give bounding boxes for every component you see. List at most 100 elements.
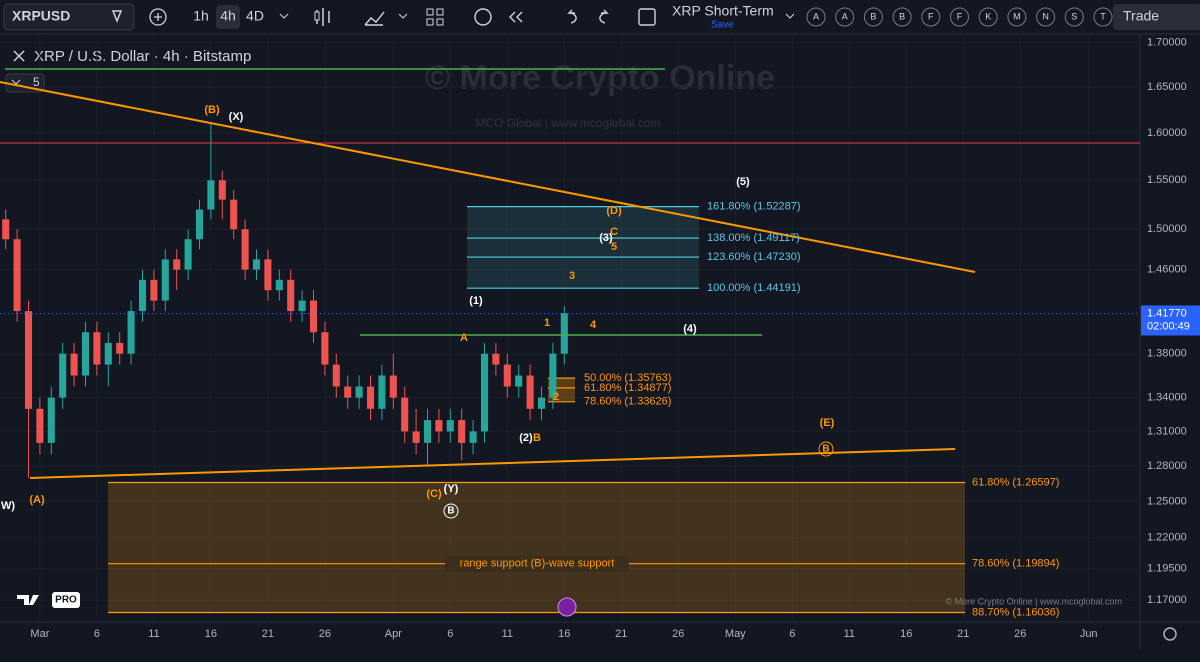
alert-letter[interactable]: F bbox=[957, 11, 963, 21]
candle-body bbox=[332, 364, 340, 387]
replay-button[interactable] bbox=[509, 11, 523, 23]
x-tick-label: 21 bbox=[262, 628, 274, 640]
candle-body bbox=[218, 180, 226, 200]
alert-chip[interactable] bbox=[835, 7, 855, 27]
candle-body bbox=[207, 180, 215, 210]
symbol-search[interactable] bbox=[3, 3, 135, 31]
interval[interactable]: 1h bbox=[193, 8, 209, 24]
trade-button[interactable]: Trade bbox=[1123, 8, 1159, 24]
y-tick-label: 1.34000 bbox=[1147, 392, 1187, 404]
alert-chip[interactable] bbox=[863, 7, 883, 27]
symbol-icon[interactable] bbox=[111, 10, 123, 24]
alert-letter[interactable]: B bbox=[899, 11, 905, 21]
y-tick-label: 1.55000 bbox=[1147, 174, 1187, 186]
alert-chip[interactable] bbox=[1093, 7, 1113, 27]
symbol[interactable]: XRPUSD bbox=[12, 8, 70, 24]
y-tick-label: 1.22000 bbox=[1147, 532, 1187, 544]
candle-body bbox=[184, 239, 192, 270]
interval[interactable]: 4D bbox=[246, 8, 264, 24]
layout-menu[interactable] bbox=[785, 13, 795, 19]
candle-body bbox=[366, 386, 375, 409]
candle-body bbox=[161, 259, 169, 301]
wave-label: 3 bbox=[569, 270, 575, 282]
candle-body bbox=[515, 375, 523, 387]
watermark-sub: MCO Global | www.mcoglobal.com bbox=[475, 116, 660, 130]
layout-toggle[interactable] bbox=[638, 8, 656, 26]
interval-menu[interactable] bbox=[279, 13, 289, 19]
chart-type-icon bbox=[314, 11, 320, 21]
wave-label: 1 bbox=[544, 317, 550, 329]
alert-chip[interactable] bbox=[1007, 7, 1027, 27]
alert-chip[interactable] bbox=[1064, 7, 1084, 27]
candle-body bbox=[47, 397, 55, 443]
alert-chip[interactable] bbox=[1036, 7, 1056, 27]
redo-button[interactable] bbox=[599, 9, 609, 24]
candle-body bbox=[287, 279, 295, 312]
candle-body bbox=[104, 342, 112, 365]
alert-chip[interactable] bbox=[892, 7, 912, 27]
wave-label: (D) bbox=[606, 205, 622, 217]
candle-body bbox=[195, 209, 204, 240]
layouts-button[interactable] bbox=[426, 8, 444, 26]
fib-label: 78.60% (1.19894) bbox=[972, 558, 1059, 570]
copyright: © More Crypto Online | www.mcoglobal.com bbox=[945, 596, 1122, 606]
alert-letter[interactable]: B bbox=[870, 11, 876, 21]
alert-chip[interactable] bbox=[921, 7, 941, 27]
indicator-badge[interactable]: 5 bbox=[33, 75, 40, 89]
x-tick-label: Jun bbox=[1080, 628, 1098, 640]
support-label-bg bbox=[445, 555, 629, 572]
y-tick-label: 1.38000 bbox=[1147, 348, 1187, 360]
trade-button-bg[interactable] bbox=[1113, 4, 1200, 30]
lower-trendline bbox=[29, 448, 956, 479]
indicators-button[interactable] bbox=[364, 11, 385, 26]
alert-letter[interactable]: M bbox=[1013, 11, 1021, 21]
alert-chip[interactable] bbox=[806, 7, 826, 27]
candle-body bbox=[298, 300, 306, 312]
interval[interactable]: 4h bbox=[220, 8, 236, 24]
wave-label: (1) bbox=[469, 295, 483, 307]
candle-body bbox=[24, 311, 33, 409]
alert-button[interactable] bbox=[474, 8, 492, 26]
x-tick-label: 26 bbox=[1014, 628, 1026, 640]
alert-chip[interactable] bbox=[950, 7, 969, 27]
alert-chip[interactable] bbox=[978, 7, 998, 27]
wave-label: A bbox=[460, 332, 468, 344]
y-tick-label: 1.70000 bbox=[1147, 36, 1187, 48]
compare-button[interactable] bbox=[149, 8, 167, 26]
candle-body bbox=[492, 353, 500, 365]
wave-label: (A) bbox=[29, 494, 45, 506]
alert-letter[interactable]: S bbox=[1071, 11, 1077, 21]
x-tick-label: 6 bbox=[789, 628, 795, 640]
x-tick-label: 11 bbox=[844, 628, 855, 640]
alert-letter[interactable]: N bbox=[1042, 11, 1049, 21]
alert-letter[interactable]: A bbox=[842, 11, 848, 21]
y-tick-label: 1.28000 bbox=[1147, 460, 1187, 472]
x-tick-label: 16 bbox=[205, 628, 217, 640]
wave-label: 5 bbox=[611, 241, 617, 253]
candle-body bbox=[138, 279, 147, 312]
alert-letter[interactable]: F bbox=[928, 11, 934, 21]
candle-body bbox=[355, 386, 363, 398]
legend-collapse[interactable] bbox=[13, 50, 25, 62]
event-marker[interactable] bbox=[557, 597, 577, 617]
alert-letter[interactable]: K bbox=[985, 11, 991, 21]
wave-label: B bbox=[822, 444, 829, 455]
alert-letter[interactable]: A bbox=[813, 11, 819, 21]
candle-body bbox=[36, 408, 44, 443]
wave-label: (X) bbox=[229, 111, 244, 123]
fib-zone bbox=[108, 482, 965, 613]
save-button[interactable]: Save bbox=[711, 20, 734, 31]
undo-button[interactable] bbox=[567, 9, 577, 24]
fib-label: 78.60% (1.33626) bbox=[584, 396, 671, 408]
y-tick-label: 1.25000 bbox=[1147, 495, 1187, 507]
y-tick-label: 1.19500 bbox=[1147, 562, 1187, 574]
settings-button[interactable] bbox=[1163, 627, 1177, 641]
wave-label: (B) bbox=[204, 104, 220, 116]
alert-letter[interactable]: T bbox=[1100, 11, 1106, 21]
x-tick-label: 6 bbox=[447, 628, 453, 640]
layout-name[interactable]: XRP Short-Term bbox=[672, 3, 774, 19]
indicators-menu[interactable] bbox=[398, 13, 408, 19]
candle-body bbox=[560, 313, 568, 354]
